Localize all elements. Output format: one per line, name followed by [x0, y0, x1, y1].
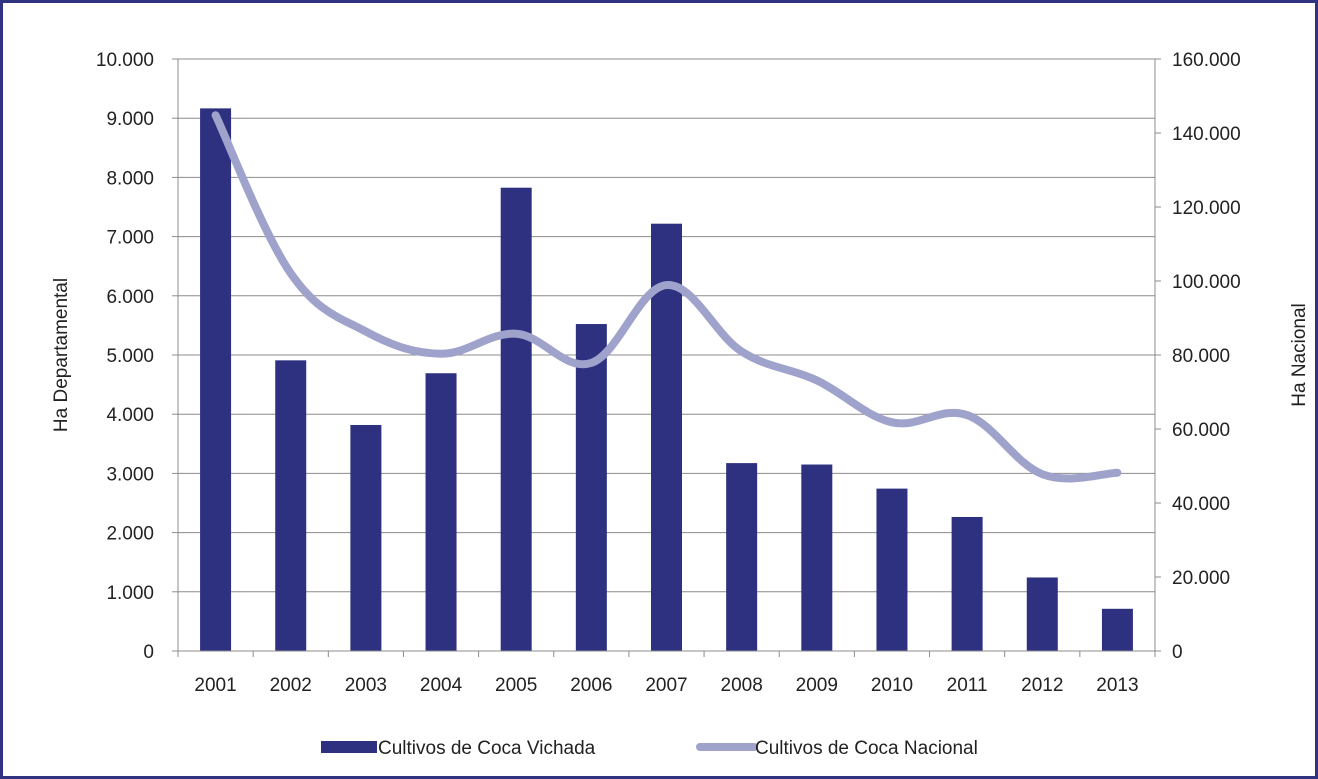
bar-2002 — [275, 360, 307, 651]
left-tick-label: 4.000 — [106, 405, 154, 426]
x-tick-label: 2007 — [645, 675, 687, 696]
gridlines — [178, 58, 1155, 593]
legend: Cultivos de Coca Vichada Cultivos de Coc… — [321, 738, 978, 759]
left-tick-label: 10.000 — [96, 50, 154, 71]
right-tick-label: 100.000 — [1172, 272, 1241, 293]
right-axis-ticks: 0 20.000 40.000 60.000 80.000 100.000 120.000 1… — [1155, 50, 1241, 663]
x-tick-label: 2005 — [495, 675, 537, 696]
bar-2004 — [425, 373, 457, 651]
x-tick-label: 2002 — [270, 675, 312, 696]
bar-2009 — [801, 464, 833, 651]
x-tick-label: 2006 — [570, 675, 612, 696]
right-tick-label: 160.000 — [1172, 50, 1241, 71]
bar-2006 — [575, 324, 607, 651]
x-tick-label: 2011 — [947, 675, 988, 696]
right-tick-label: 80.000 — [1172, 346, 1230, 367]
left-tick-label: 2.000 — [106, 524, 154, 545]
left-tick-label: 1.000 — [106, 583, 154, 604]
bar-2012 — [1026, 577, 1058, 651]
x-tick-label: 2008 — [721, 675, 763, 696]
bar-2008 — [726, 463, 758, 651]
bar-series-vichada — [200, 108, 1133, 651]
x-tick-label: 2009 — [796, 675, 838, 696]
bar-2001 — [200, 108, 232, 651]
x-tick-label: 2012 — [1021, 675, 1063, 696]
left-tick-label: 6.000 — [106, 287, 154, 308]
left-tick-label: 7.000 — [106, 228, 154, 249]
x-tick-label: 2004 — [420, 675, 463, 696]
x-tick-label: 2013 — [1096, 675, 1138, 696]
right-axis-title: Ha Nacional — [1289, 303, 1310, 407]
bar-2005 — [500, 187, 532, 651]
legend-label-nacional: Cultivos de Coca Nacional — [755, 738, 978, 759]
bar-2013 — [1101, 608, 1133, 651]
x-tick-label: 2001 — [194, 675, 236, 696]
bar-2007 — [651, 223, 682, 651]
bar-2011 — [951, 516, 983, 651]
right-tick-label: 40.000 — [1172, 494, 1230, 515]
left-tick-label: 0 — [143, 642, 154, 663]
left-tick-label: 3.000 — [106, 464, 154, 485]
right-tick-label: 20.000 — [1172, 568, 1230, 589]
x-tick-label: 2010 — [871, 675, 913, 696]
x-tick-label: 2003 — [345, 675, 387, 696]
left-axis-title: Ha Departamental — [51, 278, 72, 432]
right-tick-label: 120.000 — [1172, 198, 1241, 219]
left-tick-label: 9.000 — [106, 109, 154, 130]
bar-2003 — [350, 424, 382, 651]
line-series-nacional — [211, 111, 1122, 483]
legend-label-vichada: Cultivos de Coca Vichada — [378, 738, 596, 759]
left-tick-label: 8.000 — [106, 168, 154, 189]
right-tick-label: 60.000 — [1172, 420, 1230, 441]
right-tick-label: 0 — [1172, 642, 1183, 663]
x-axis-ticks: 2001 2002 2003 2004 2005 2006 2007 2008 2009 2010… — [177, 651, 1156, 696]
legend-swatch-vichada — [321, 741, 377, 753]
right-tick-label: 140.000 — [1172, 124, 1241, 145]
left-axis-ticks: 0 1.000 2.000 3.000 4.000 5.000 6.000 7.000 8.00… — [96, 50, 178, 663]
left-tick-label: 5.000 — [106, 346, 154, 367]
bar-2010 — [876, 488, 908, 651]
